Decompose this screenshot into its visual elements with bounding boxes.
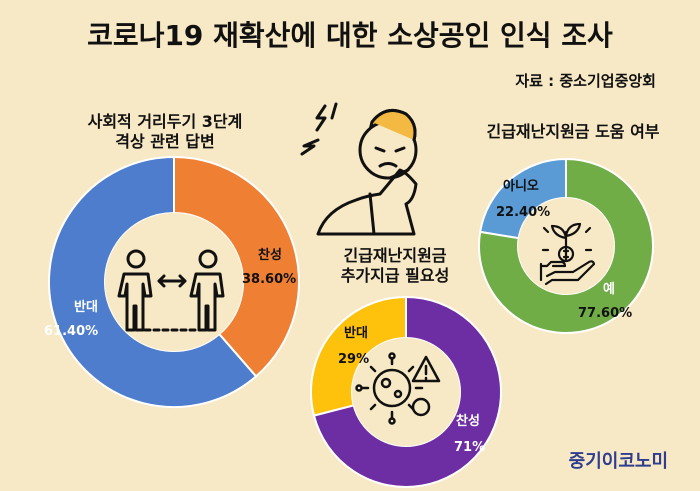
social-distancing-icon: [117, 249, 225, 332]
chart1-title-line2: 격상 관련 답변: [115, 132, 215, 151]
chart1-title: 사회적 거리두기 3단계 격상 관련 답변: [60, 112, 270, 152]
chart1-label-oppose: 반대: [74, 300, 98, 315]
chart2-value-oppose: 29%: [338, 352, 370, 367]
chart3-title: 긴급재난지원금 도움 여부: [458, 122, 688, 142]
stressed-person-icon: [300, 102, 418, 236]
virus-warning-icon: [355, 352, 441, 425]
chart1-value-agree: 38.60%: [242, 272, 297, 287]
chart2-value-agree: 71%: [454, 440, 486, 455]
chart1-label-agree: 찬성: [258, 248, 282, 263]
chart2-title-line1: 긴급재난지원금: [343, 246, 447, 265]
chart3-value-no: 22.40%: [496, 205, 551, 220]
chart3-value-yes: 77.60%: [578, 306, 633, 321]
chart2-title: 긴급재난지원금 추가지급 필요성: [325, 246, 465, 286]
chart1-value-oppose: 61.40%: [44, 324, 99, 339]
brand-logo: 중기이코노미: [568, 451, 668, 472]
chart2-label-agree: 찬성: [456, 414, 480, 429]
chart2-title-line2: 추가지급 필요성: [340, 266, 450, 285]
donut-hole: [352, 338, 460, 446]
chart3-title-line1: 긴급재난지원금 도움 여부: [486, 122, 660, 141]
source-text: 자료 : 중소기업중앙회: [515, 72, 656, 90]
chart1-title-line1: 사회적 거리두기 3단계: [87, 112, 243, 131]
donut-additional-support: [310, 295, 502, 488]
money-plant-hand-icon: [539, 222, 596, 286]
chart3-label-yes: 예: [603, 282, 615, 297]
chart2-label-oppose: 반대: [344, 326, 368, 341]
page-title: 코로나19 재확산에 대한 소상공인 인식 조사: [87, 19, 613, 52]
chart3-label-no: 아니오: [503, 179, 539, 194]
